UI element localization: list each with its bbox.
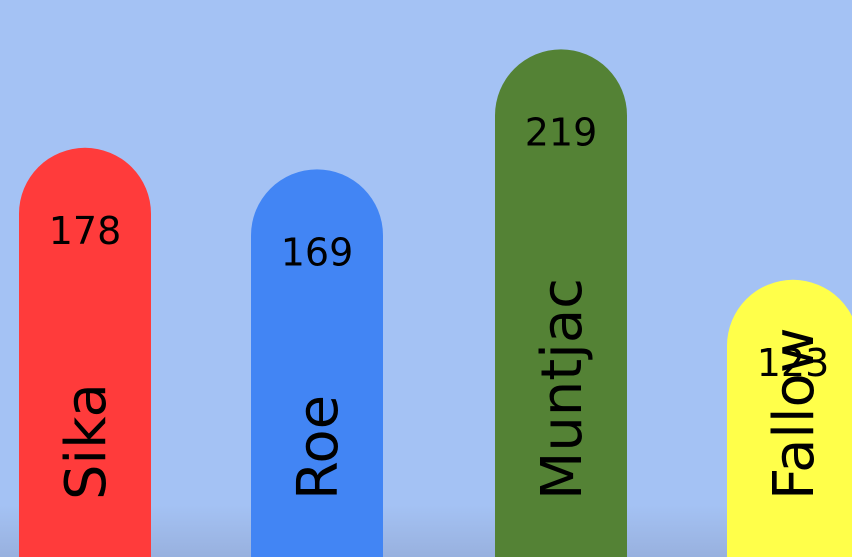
- category-label-muntjac: Muntjac: [530, 278, 595, 500]
- category-label-sika: Sika: [54, 383, 119, 500]
- bar-sika: [19, 147, 151, 557]
- value-label-fallow: 123: [757, 341, 830, 385]
- bar-fallow: [727, 279, 852, 557]
- category-label-roe: Roe: [286, 395, 351, 500]
- value-label-sika: 178: [49, 209, 122, 253]
- category-label-fallow: Fallow: [762, 327, 827, 500]
- value-label-muntjac: 219: [525, 110, 598, 154]
- bar-muntjac: [495, 49, 627, 557]
- value-label-roe: 169: [281, 230, 354, 274]
- bar-roe: [251, 169, 383, 557]
